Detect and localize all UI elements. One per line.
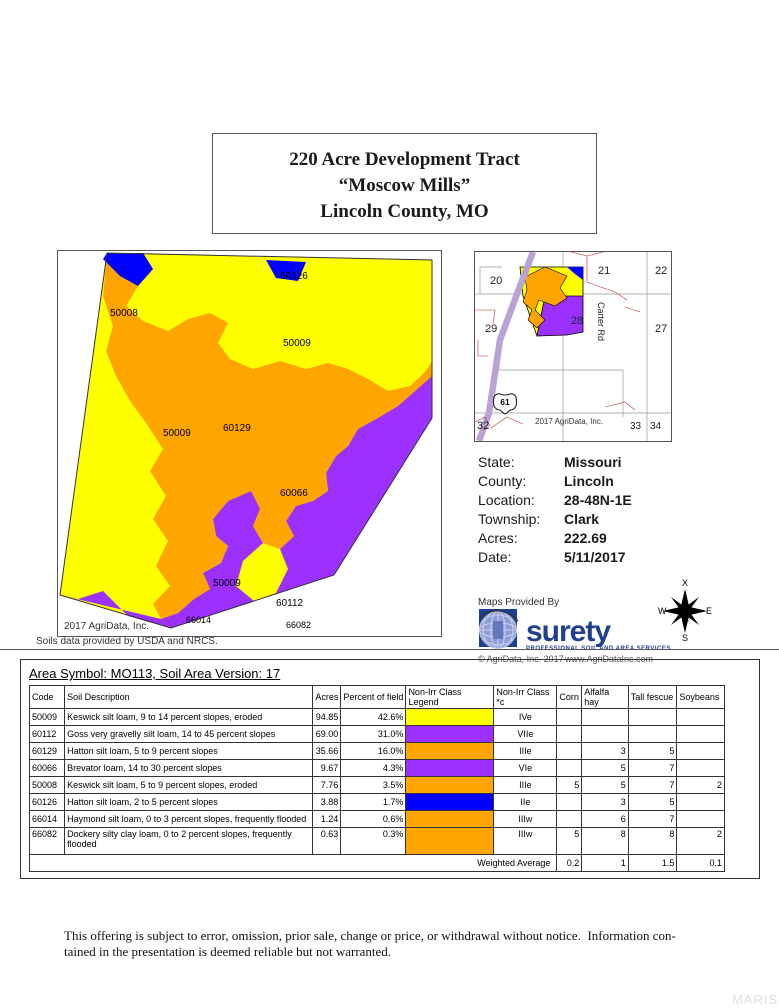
svg-text:X: X bbox=[682, 578, 688, 588]
svg-text:60112: 60112 bbox=[276, 598, 304, 609]
svg-text:27: 27 bbox=[655, 323, 667, 335]
svg-text:34: 34 bbox=[650, 421, 662, 432]
svg-text:50009: 50009 bbox=[283, 338, 311, 349]
svg-text:33: 33 bbox=[630, 421, 642, 432]
svg-text:61: 61 bbox=[500, 397, 510, 407]
svg-text:Carter Rd: Carter Rd bbox=[596, 302, 606, 341]
svg-text:22: 22 bbox=[655, 265, 667, 277]
svg-text:21: 21 bbox=[598, 265, 610, 277]
svg-text:S: S bbox=[682, 633, 688, 643]
svg-text:2017 AgriData, Inc.: 2017 AgriData, Inc. bbox=[535, 417, 603, 426]
svg-text:60129: 60129 bbox=[223, 423, 251, 434]
svg-text:29: 29 bbox=[485, 323, 497, 335]
svg-text:50009: 50009 bbox=[213, 578, 241, 589]
svg-text:50009: 50009 bbox=[163, 428, 191, 439]
svg-text:60126: 60126 bbox=[280, 271, 308, 282]
svg-text:66014: 66014 bbox=[186, 615, 211, 625]
svg-text:66082: 66082 bbox=[286, 620, 311, 630]
svg-text:50008: 50008 bbox=[110, 308, 138, 319]
svg-text:surety: surety bbox=[526, 615, 611, 648]
svg-text:28: 28 bbox=[571, 315, 583, 327]
svg-text:32: 32 bbox=[477, 420, 489, 432]
svg-text:60066: 60066 bbox=[280, 488, 308, 499]
svg-text:20: 20 bbox=[490, 275, 502, 287]
